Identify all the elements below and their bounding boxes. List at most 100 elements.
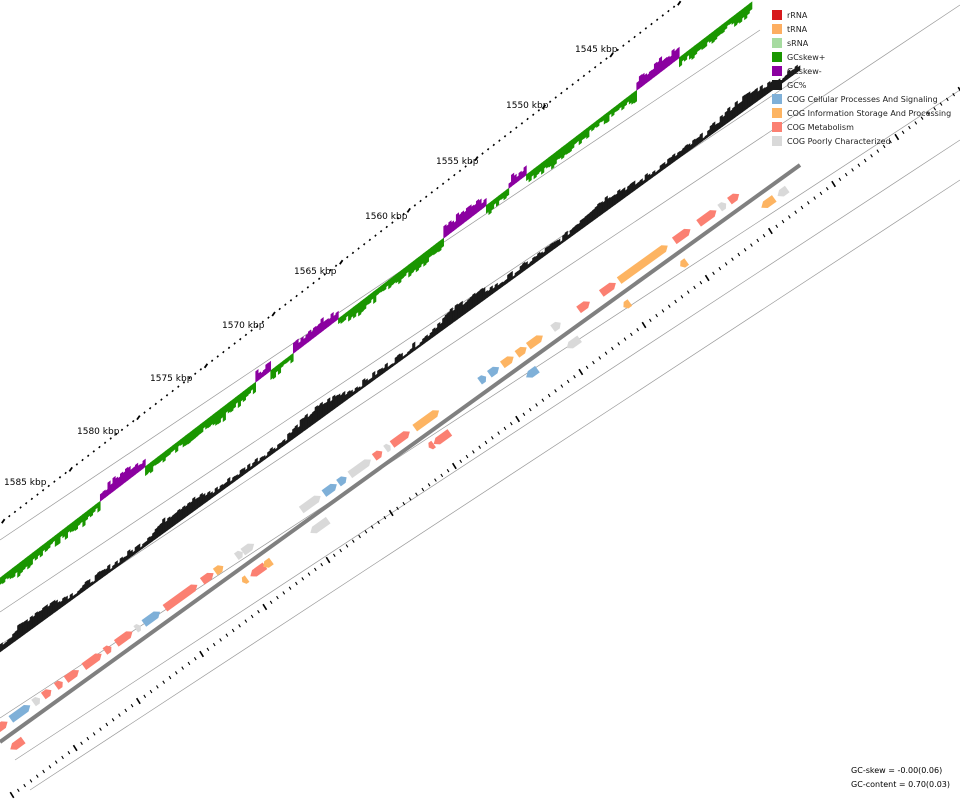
gc-content-bar xyxy=(527,262,531,269)
gc-content-bar xyxy=(112,563,116,571)
gc-skew-bar xyxy=(435,241,439,254)
gc-skew-bar xyxy=(706,34,710,44)
gc-skew-bar xyxy=(37,546,41,557)
tick-mark xyxy=(23,783,26,788)
gc-content-bar xyxy=(719,114,723,129)
gc-skew-bar xyxy=(668,55,673,66)
gc-skew-bar xyxy=(62,527,66,539)
gc-content-bar xyxy=(504,278,508,286)
gc-skew-bar xyxy=(506,187,510,198)
tick-mark xyxy=(674,299,677,304)
gc-content-bar xyxy=(717,121,721,131)
gc-content-bar xyxy=(454,303,458,322)
tick-mark xyxy=(806,201,810,205)
gc-skew-bar xyxy=(305,333,309,345)
gc-content-bar xyxy=(237,473,241,480)
gc-content-bar xyxy=(322,402,326,418)
gc-skew-bar xyxy=(746,3,750,16)
gc-content-bar xyxy=(317,404,321,422)
gc-content-bar xyxy=(559,239,563,246)
gc-skew-bar xyxy=(140,462,144,472)
tick-mark xyxy=(402,212,405,216)
tick-mark xyxy=(370,525,374,529)
tick-mark xyxy=(578,368,584,376)
gc-content-bar xyxy=(94,573,98,584)
gc-content-bar xyxy=(259,456,263,464)
gc-content-bar xyxy=(142,542,146,549)
tick-mark xyxy=(541,398,545,402)
gc-skew-bar xyxy=(345,310,349,318)
tick-mark xyxy=(222,350,225,354)
gc-skew-bar xyxy=(285,356,289,364)
gc-skew-bar xyxy=(122,471,126,485)
gc-content-bar xyxy=(722,115,726,127)
gc-skew-bar xyxy=(185,433,189,447)
tick-mark xyxy=(515,415,521,423)
tick-mark xyxy=(261,320,265,324)
gc-skew-bar xyxy=(621,99,625,111)
tick-mark xyxy=(724,262,728,266)
gc-skew-bar xyxy=(280,360,284,369)
gc-content-bar xyxy=(194,497,198,511)
gc-skew-bar xyxy=(355,302,359,315)
gene-arrow xyxy=(241,575,250,584)
gc-content-bar xyxy=(572,225,576,237)
gc-skew-bar xyxy=(29,552,33,567)
tick-mark xyxy=(627,40,631,43)
tick-mark xyxy=(851,168,854,172)
gc-content-bar xyxy=(274,447,278,453)
tick-mark xyxy=(67,751,71,755)
tick-mark xyxy=(509,130,512,134)
tick-mark xyxy=(233,342,236,345)
gc-content-bar xyxy=(432,327,436,338)
gc-skew-bar xyxy=(526,172,530,182)
gc-content-bar xyxy=(514,271,518,278)
tick-mark xyxy=(135,697,141,705)
gene-arrow xyxy=(477,375,487,385)
gc-skew-bar xyxy=(348,308,352,322)
gc-content-bar xyxy=(499,281,503,289)
tick-mark xyxy=(351,539,355,543)
gc-content-bar xyxy=(197,495,201,509)
gc-content-bar xyxy=(692,138,696,149)
gc-content-bar xyxy=(497,283,501,291)
tick-mark xyxy=(171,389,174,393)
gc-content-bar xyxy=(652,170,656,178)
gc-content-bar xyxy=(519,264,523,275)
tick-mark xyxy=(42,769,45,774)
tick-mark xyxy=(199,368,203,371)
gc-content-bar xyxy=(429,331,433,340)
gc-skew-bar xyxy=(578,131,582,146)
legend-swatch xyxy=(772,10,782,20)
tick-mark xyxy=(582,74,586,78)
tick-mark xyxy=(148,406,152,410)
gc-skew-bar xyxy=(303,337,307,347)
tick-mark xyxy=(9,791,15,799)
gc-content-bar xyxy=(234,474,238,482)
tick-mark xyxy=(844,172,848,177)
tick-mark xyxy=(528,407,532,412)
gc-content-bar xyxy=(207,490,211,502)
gc-content-bar xyxy=(614,193,618,206)
tick-mark xyxy=(162,680,166,684)
tick-mark xyxy=(408,497,412,501)
legend-label: COG Metabolism xyxy=(787,122,854,132)
legend-item: sRNA xyxy=(772,36,951,50)
gc-content-bar xyxy=(449,307,453,326)
tick-mark xyxy=(130,704,134,708)
gc-skew-bar xyxy=(646,72,650,84)
tick-mark xyxy=(357,247,360,250)
tick-mark xyxy=(61,755,64,760)
tick-mark xyxy=(346,255,349,259)
gc-skew-bar xyxy=(142,458,146,470)
tick-mark xyxy=(825,187,829,191)
tick-mark xyxy=(451,462,457,470)
gc-content-bar xyxy=(314,405,318,424)
gc-skew-bar xyxy=(235,394,239,405)
tick-mark xyxy=(490,436,494,440)
gc-content-bar xyxy=(224,481,228,489)
gc-content-bar xyxy=(182,505,186,520)
gc-skew-bar xyxy=(716,26,720,38)
gc-skew-bar xyxy=(626,95,630,104)
tick-mark xyxy=(464,165,467,168)
